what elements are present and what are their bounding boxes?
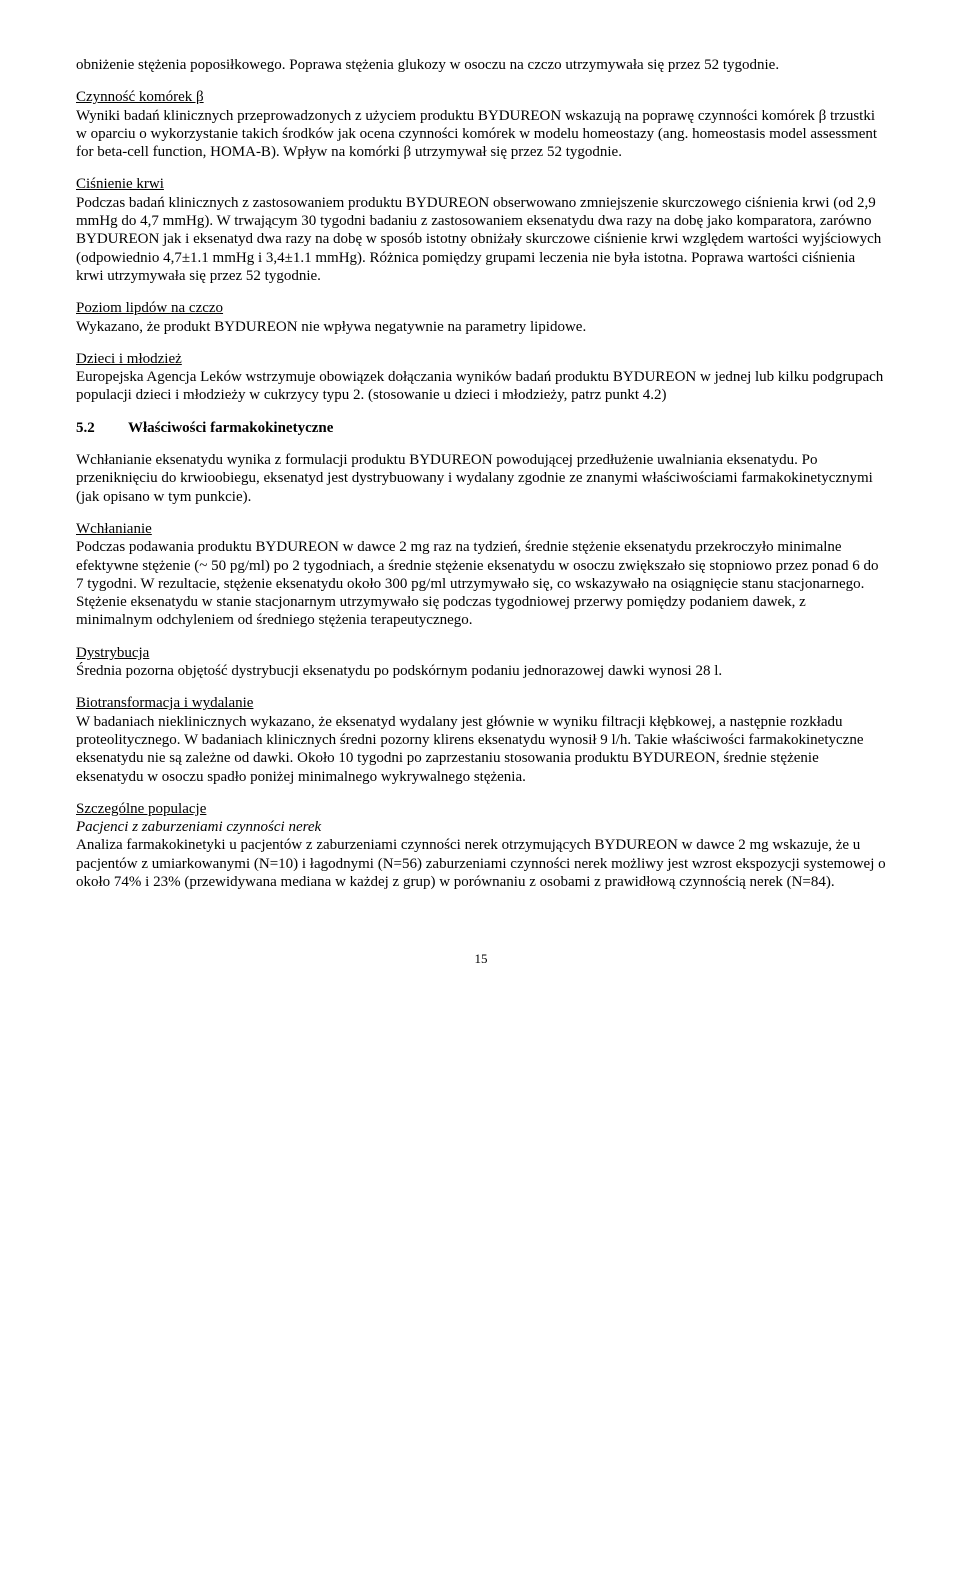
section-title: Właściwości farmakokinetyczne [128,419,333,437]
pk-intro: Wchłanianie eksenatydu wynika z formulac… [76,451,886,506]
distribution-body: Średnia pozorna objętość dystrybucji eks… [76,663,722,679]
blood-pressure-paragraph: Ciśnienie krwi Podczas badań klinicznych… [76,175,886,285]
intro-continuation: obniżenie stężenia poposiłkowego. Popraw… [76,56,886,74]
renal-subheading: Pacjenci z zaburzeniami czynności nerek [76,819,321,835]
absorption-body: Podczas podawania produktu BYDUREON w da… [76,539,878,628]
lipids-paragraph: Poziom lipdów na czczo Wykazano, że prod… [76,299,886,336]
blood-pressure-heading: Ciśnienie krwi [76,176,164,192]
biotransformation-heading: Biotransformacja i wydalanie [76,695,253,711]
beta-cell-heading: Czynność komórek β [76,89,204,105]
section-5-2: 5.2 Właściwości farmakokinetyczne [76,419,886,437]
section-number: 5.2 [76,419,128,437]
biotransformation-body: W badaniach nieklinicznych wykazano, że … [76,714,863,785]
special-populations-heading: Szczególne populacje [76,801,206,817]
biotransformation-paragraph: Biotransformacja i wydalanie W badaniach… [76,694,886,785]
lipids-heading: Poziom lipdów na czczo [76,300,223,316]
page-number: 15 [76,951,886,967]
special-populations-paragraph: Szczególne populacje Pacjenci z zaburzen… [76,800,886,891]
children-paragraph: Dzieci i młodzież Europejska Agencja Lek… [76,350,886,405]
distribution-paragraph: Dystrybucja Średnia pozorna objętość dys… [76,644,886,681]
blood-pressure-body: Podczas badań klinicznych z zastosowanie… [76,195,881,284]
children-body: Europejska Agencja Leków wstrzymuje obow… [76,369,883,403]
beta-cell-body: Wyniki badań klinicznych przeprowadzonyc… [76,108,877,161]
absorption-heading: Wchłanianie [76,521,152,537]
lipids-body: Wykazano, że produkt BYDUREON nie wpływa… [76,319,586,335]
beta-cell-paragraph: Czynność komórek β Wyniki badań kliniczn… [76,88,886,161]
distribution-heading: Dystrybucja [76,645,149,661]
absorption-paragraph: Wchłanianie Podczas podawania produktu B… [76,520,886,630]
children-heading: Dzieci i młodzież [76,351,182,367]
renal-body: Analiza farmakokinetyki u pacjentów z za… [76,837,886,890]
